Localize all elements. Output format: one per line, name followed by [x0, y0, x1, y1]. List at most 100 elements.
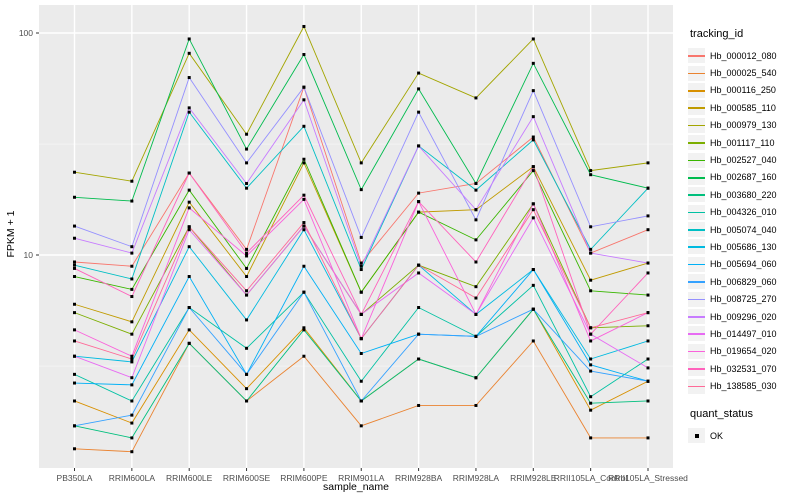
- data-point: [245, 251, 249, 255]
- legend-key: [688, 343, 705, 359]
- legend-label: Hb_005686_130: [710, 241, 777, 252]
- data-point: [531, 268, 535, 272]
- data-point: [73, 275, 76, 279]
- data-point: [646, 186, 650, 190]
- data-point: [474, 238, 478, 242]
- quant-status-legend-entry: OK: [688, 427, 798, 444]
- data-point: [589, 357, 593, 361]
- data-point: [417, 306, 421, 310]
- x-tick-label: RRIM600SE: [223, 473, 271, 483]
- data-point: [73, 447, 76, 451]
- data-point: [187, 225, 191, 229]
- legend-label: Hb_006829_060: [710, 276, 777, 287]
- x-tick-label: RRIM600LE: [166, 473, 213, 483]
- data-point: [187, 328, 191, 332]
- legend-label: Hb_000979_130: [710, 120, 777, 131]
- legend-entry-Hb_138585_030: Hb_138585_030: [688, 377, 798, 394]
- data-point: [130, 399, 134, 403]
- y-axis-title: FPKM + 1: [5, 210, 17, 258]
- legend-label: Hb_001117_110: [710, 137, 775, 148]
- data-point: [589, 401, 593, 405]
- data-point: [531, 115, 535, 119]
- data-point: [245, 372, 249, 376]
- data-point: [417, 191, 421, 195]
- legend-entry-Hb_032531_070: Hb_032531_070: [688, 360, 798, 377]
- data-point: [302, 124, 306, 128]
- x-tick-label: RRIM901LA: [338, 473, 385, 483]
- data-point: [359, 312, 363, 316]
- legend-line-swatch-icon: [688, 350, 705, 353]
- data-point: [417, 87, 421, 91]
- data-point: [474, 96, 478, 100]
- data-point: [130, 287, 134, 291]
- data-point: [130, 413, 134, 417]
- data-point: [302, 85, 306, 89]
- data-point: [589, 363, 593, 367]
- data-point: [130, 436, 134, 440]
- data-point: [130, 376, 134, 380]
- data-point: [245, 266, 249, 270]
- data-point: [359, 161, 363, 165]
- legend-label: Hb_019654_020: [710, 346, 777, 357]
- data-point: [245, 254, 249, 258]
- legend-line-swatch-icon: [688, 89, 705, 92]
- data-point: [474, 296, 478, 300]
- data-point: [589, 173, 593, 177]
- data-point: [646, 366, 650, 370]
- x-tick-label: RRIM928BA: [395, 473, 443, 483]
- data-point: [302, 290, 306, 294]
- legend-key: [688, 48, 705, 64]
- data-point: [474, 403, 478, 407]
- data-point: [531, 169, 535, 173]
- data-point: [187, 171, 191, 175]
- data-point: [646, 293, 650, 297]
- legend-line-swatch-icon: [688, 211, 705, 214]
- data-point: [73, 328, 76, 332]
- legend-entry-Hb_005074_040: Hb_005074_040: [688, 221, 798, 238]
- x-tick-label: RRII105LA_Control: [554, 473, 628, 483]
- data-point: [531, 283, 535, 287]
- legend-entry-Hb_000979_130: Hb_000979_130: [688, 117, 798, 134]
- data-point: [359, 235, 363, 239]
- data-point: [302, 328, 306, 332]
- data-point: [302, 157, 306, 161]
- data-point: [245, 399, 249, 403]
- data-point: [646, 379, 650, 383]
- legend-label: Hb_009296_020: [710, 311, 777, 322]
- data-point: [245, 147, 249, 151]
- legend-entry-Hb_005686_130: Hb_005686_130: [688, 238, 798, 255]
- data-point: [245, 161, 249, 165]
- data-point: [302, 193, 306, 197]
- data-point: [187, 200, 191, 204]
- data-point: [73, 236, 76, 240]
- data-point: [302, 53, 306, 57]
- data-point: [245, 181, 249, 185]
- data-point: [187, 51, 191, 55]
- data-point: [531, 216, 535, 220]
- data-point: [417, 271, 421, 275]
- data-point: [646, 357, 650, 361]
- legend-key: [688, 239, 705, 255]
- data-point: [130, 199, 134, 203]
- legend-line-swatch-icon: [688, 229, 705, 231]
- legend-label: Hb_032531_070: [710, 363, 777, 374]
- x-tick-label: RRIM600PE: [280, 473, 328, 483]
- data-point: [359, 337, 363, 341]
- legend-label: Hb_000585_110: [710, 102, 776, 113]
- legend-label: Hb_138585_030: [710, 381, 777, 392]
- x-tick-label: RRII105LA_Stressed: [608, 473, 688, 483]
- data-point: [589, 339, 593, 343]
- data-point: [417, 200, 421, 204]
- data-point: [130, 383, 134, 387]
- legend-line-swatch-icon: [688, 246, 705, 249]
- data-point: [73, 339, 76, 343]
- data-point: [359, 264, 363, 268]
- data-point: [302, 24, 306, 28]
- data-point: [73, 354, 76, 358]
- data-point: [474, 208, 478, 212]
- data-point: [73, 263, 76, 267]
- legend-entry-Hb_004326_010: Hb_004326_010: [688, 204, 798, 221]
- data-point: [359, 268, 363, 272]
- legend-line-swatch-icon: [688, 176, 705, 179]
